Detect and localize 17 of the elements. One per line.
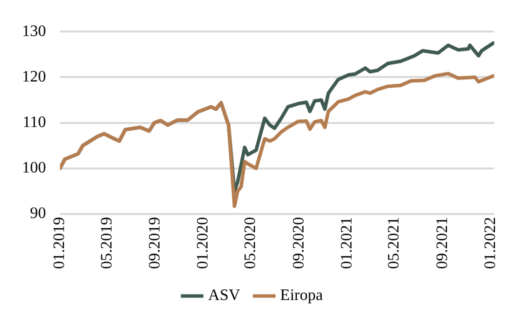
x-tick-label: 05.2020 <box>242 217 260 269</box>
x-tick-label: 01.2022 <box>482 217 499 269</box>
x-tick-label: 09.2019 <box>146 217 164 269</box>
y-tick-label: 120 <box>22 68 46 86</box>
y-tick-label: 110 <box>22 114 46 132</box>
legend-label: ASV <box>208 287 241 304</box>
x-tick-label: 05.2021 <box>386 217 403 269</box>
x-tick-label: 09.2020 <box>290 217 308 269</box>
legend-label: Eiropa <box>280 287 323 304</box>
y-tick-label: 130 <box>22 22 46 40</box>
x-tick-label: 09.2021 <box>434 217 451 269</box>
y-tick-label: 100 <box>22 160 46 177</box>
y-tick-label: 90 <box>30 205 46 222</box>
x-tick-label: 01.2019 <box>51 217 68 269</box>
x-tick-label: 05.2019 <box>98 217 116 269</box>
x-tick-label: 01.2020 <box>194 217 212 269</box>
x-tick-label: 01.2021 <box>338 217 356 269</box>
